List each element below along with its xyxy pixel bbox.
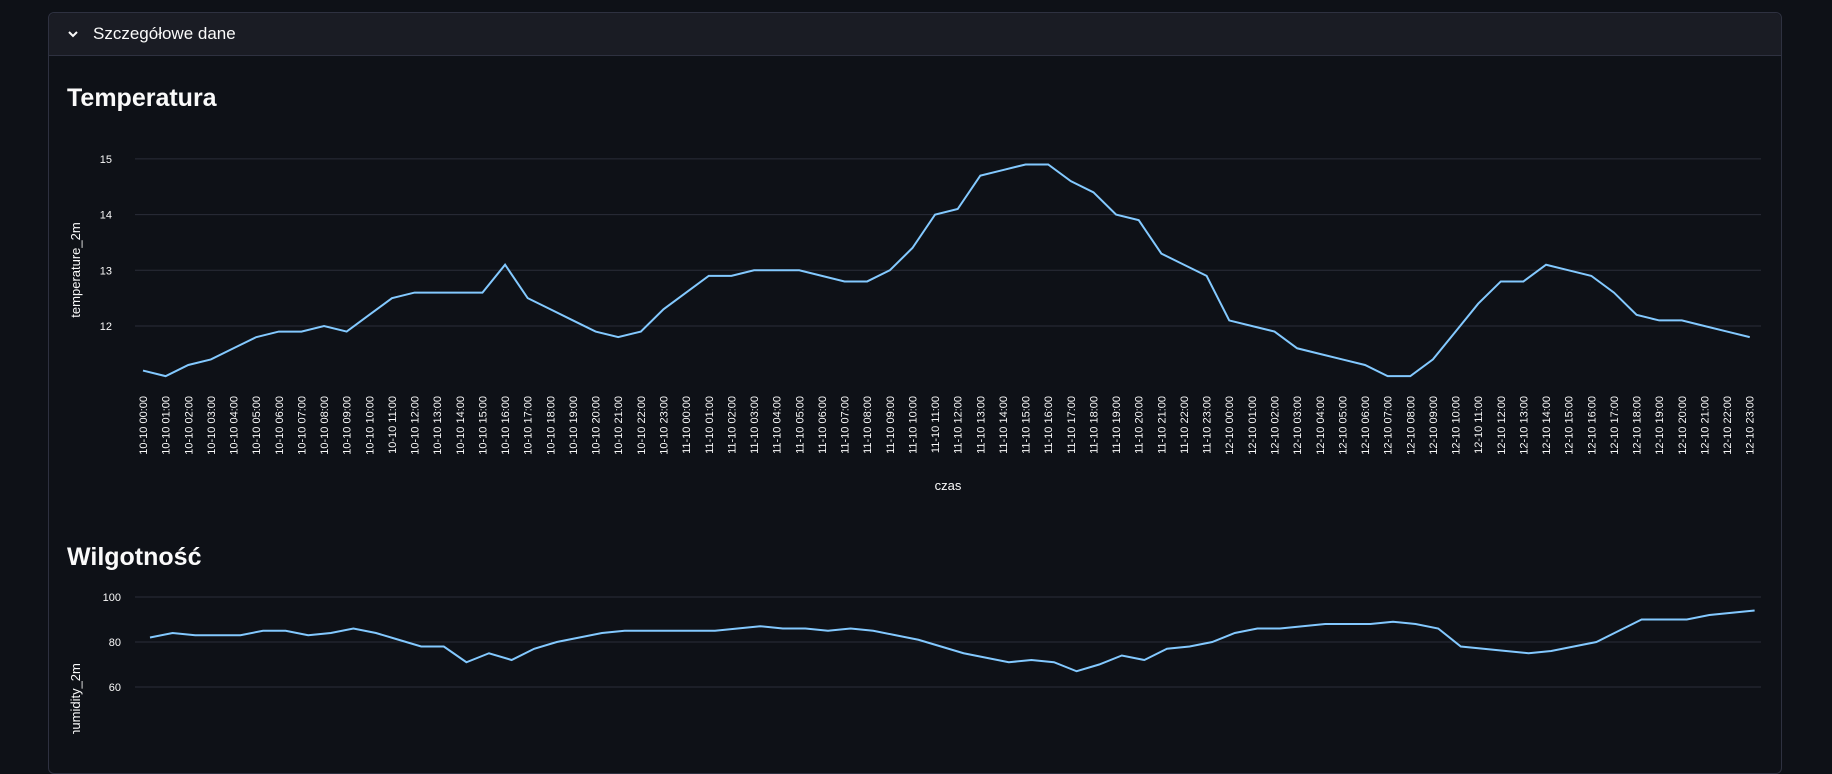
x-tick-label: 11-10 21:00 bbox=[1156, 396, 1168, 454]
x-tick-label: 10-10 01:00 bbox=[161, 396, 173, 455]
x-tick-label: 11-10 11:00 bbox=[930, 396, 942, 453]
y-tick-label: 60 bbox=[109, 682, 121, 694]
x-tick-label: 11-10 01:00 bbox=[704, 396, 716, 454]
x-tick-label: 12-10 01:00 bbox=[1247, 396, 1259, 455]
x-tick-label: 12-10 22:00 bbox=[1722, 396, 1734, 455]
x-axis-label: czas bbox=[935, 478, 962, 493]
humidity-line bbox=[150, 611, 1755, 672]
x-tick-label: 12-10 11:00 bbox=[1473, 396, 1485, 454]
x-tick-label: 11-10 22:00 bbox=[1179, 396, 1191, 454]
x-tick-label: 10-10 00:00 bbox=[138, 396, 150, 455]
x-tick-label: 12-10 17:00 bbox=[1609, 396, 1621, 455]
x-tick-label: 12-10 12:00 bbox=[1496, 396, 1508, 455]
x-tick-label: 11-10 05:00 bbox=[794, 396, 806, 454]
x-tick-label: 12-10 07:00 bbox=[1383, 396, 1395, 455]
x-tick-label: 10-10 22:00 bbox=[636, 396, 648, 455]
y-tick-label: 100 bbox=[103, 592, 121, 604]
y-axis-label: humidity_2m bbox=[68, 663, 83, 734]
x-tick-label: 11-10 02:00 bbox=[726, 396, 738, 454]
y-tick-label: 80 bbox=[109, 637, 121, 649]
x-tick-label: 12-10 04:00 bbox=[1315, 396, 1327, 455]
x-tick-label: 10-10 17:00 bbox=[523, 396, 535, 455]
x-tick-label: 10-10 03:00 bbox=[206, 396, 218, 455]
x-tick-label: 11-10 14:00 bbox=[998, 396, 1010, 454]
x-tick-label: 11-10 16:00 bbox=[1043, 396, 1055, 454]
x-tick-label: 12-10 16:00 bbox=[1586, 396, 1598, 455]
x-tick-label: 10-10 09:00 bbox=[342, 396, 354, 455]
y-tick-label: 13 bbox=[100, 265, 112, 277]
x-tick-label: 12-10 09:00 bbox=[1428, 396, 1440, 455]
x-tick-label: 10-10 10:00 bbox=[364, 396, 376, 455]
x-tick-label: 10-10 05:00 bbox=[251, 396, 263, 455]
x-tick-label: 12-10 03:00 bbox=[1292, 396, 1304, 455]
x-tick-label: 11-10 13:00 bbox=[975, 396, 987, 454]
x-tick-label: 11-10 12:00 bbox=[953, 396, 965, 454]
x-tick-label: 12-10 08:00 bbox=[1405, 396, 1417, 455]
x-tick-label: 11-10 19:00 bbox=[1111, 396, 1123, 454]
x-tick-label: 11-10 17:00 bbox=[1066, 396, 1078, 454]
x-tick-label: 11-10 07:00 bbox=[840, 396, 852, 454]
x-tick-label: 10-10 21:00 bbox=[613, 396, 625, 455]
y-axis-label: temperature_2m bbox=[68, 222, 83, 317]
x-tick-label: 10-10 16:00 bbox=[500, 396, 512, 455]
x-tick-label: 10-10 11:00 bbox=[387, 396, 399, 454]
x-tick-label: 11-10 23:00 bbox=[1202, 396, 1214, 454]
x-tick-label: 12-10 02:00 bbox=[1270, 396, 1282, 455]
x-tick-label: 11-10 09:00 bbox=[885, 396, 897, 454]
x-tick-label: 12-10 21:00 bbox=[1699, 396, 1711, 455]
x-tick-label: 12-10 15:00 bbox=[1564, 396, 1576, 455]
x-tick-label: 12-10 00:00 bbox=[1224, 396, 1236, 455]
x-tick-label: 11-10 06:00 bbox=[817, 396, 829, 454]
x-tick-label: 12-10 10:00 bbox=[1451, 396, 1463, 455]
x-tick-label: 10-10 04:00 bbox=[229, 396, 241, 455]
x-tick-label: 12-10 05:00 bbox=[1337, 396, 1349, 455]
x-tick-label: 10-10 15:00 bbox=[477, 396, 489, 455]
x-tick-label: 11-10 08:00 bbox=[862, 396, 874, 454]
x-tick-label: 10-10 12:00 bbox=[410, 396, 422, 455]
x-tick-label: 11-10 15:00 bbox=[1021, 396, 1033, 454]
x-tick-label: 10-10 19:00 bbox=[568, 396, 580, 455]
y-tick-label: 12 bbox=[100, 321, 112, 333]
x-tick-label: 12-10 18:00 bbox=[1632, 396, 1644, 455]
x-tick-label: 11-10 00:00 bbox=[681, 396, 693, 454]
x-tick-label: 10-10 13:00 bbox=[432, 396, 444, 455]
x-tick-label: 10-10 23:00 bbox=[658, 396, 670, 455]
x-tick-label: 10-10 07:00 bbox=[296, 396, 308, 455]
x-tick-label: 10-10 20:00 bbox=[591, 396, 603, 455]
y-tick-label: 14 bbox=[100, 210, 112, 222]
x-tick-label: 10-10 18:00 bbox=[545, 396, 557, 455]
charts-canvas: 12 13 14 15 10-10 00:00 10-10 01:00 10-10 02:0… bbox=[0, 0, 1832, 734]
x-tick-label: 10-10 08:00 bbox=[319, 396, 331, 455]
x-tick-label: 12-10 13:00 bbox=[1518, 396, 1530, 455]
x-tick-label: 11-10 20:00 bbox=[1134, 396, 1146, 454]
x-tick-label: 12-10 20:00 bbox=[1677, 396, 1689, 455]
x-tick-label: 11-10 10:00 bbox=[907, 396, 919, 454]
x-tick-label: 11-10 04:00 bbox=[772, 396, 784, 454]
x-tick-label: 10-10 06:00 bbox=[274, 396, 286, 455]
x-tick-label: 12-10 23:00 bbox=[1745, 396, 1757, 455]
x-tick-label: 11-10 03:00 bbox=[749, 396, 761, 454]
x-tick-label: 10-10 02:00 bbox=[183, 396, 195, 455]
x-tick-label: 10-10 14:00 bbox=[455, 396, 467, 455]
x-tick-label: 12-10 19:00 bbox=[1654, 396, 1666, 455]
x-tick-label: 12-10 06:00 bbox=[1360, 396, 1372, 455]
x-tick-label: 12-10 14:00 bbox=[1541, 396, 1553, 455]
y-tick-label: 15 bbox=[100, 154, 112, 166]
x-tick-label: 11-10 18:00 bbox=[1088, 396, 1100, 454]
